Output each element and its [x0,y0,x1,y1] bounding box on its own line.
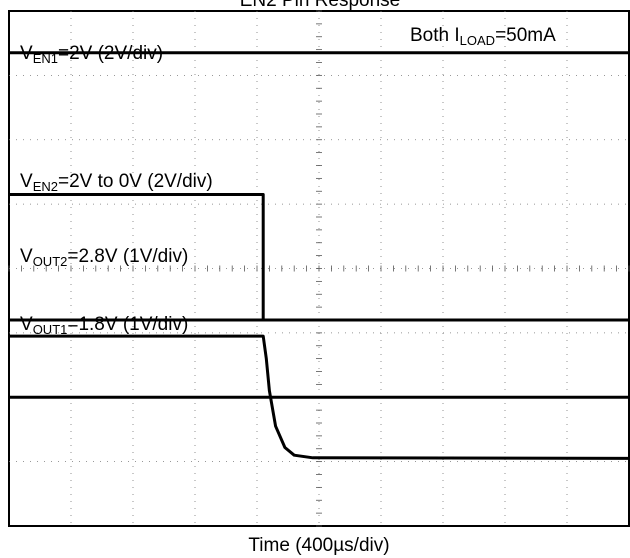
trace-series-3 [9,334,630,460]
chart-title: EN2 Pin Response [240,0,401,11]
x-axis-label: Time (400µs/div) [248,535,389,556]
grid [8,10,630,527]
series-label-vout1: VOUT1=1.8V (1V/div) [20,314,188,337]
series-label-ven2: VEN2=2V to 0V (2V/div) [20,171,213,194]
series-label-ven1: VEN1=2V (2V/div) [20,43,163,66]
load-annotation: Both ILOAD=50mA [410,25,556,48]
series-label-vout2: VOUT2=2.8V (1V/div) [20,246,188,269]
traces [9,51,630,460]
